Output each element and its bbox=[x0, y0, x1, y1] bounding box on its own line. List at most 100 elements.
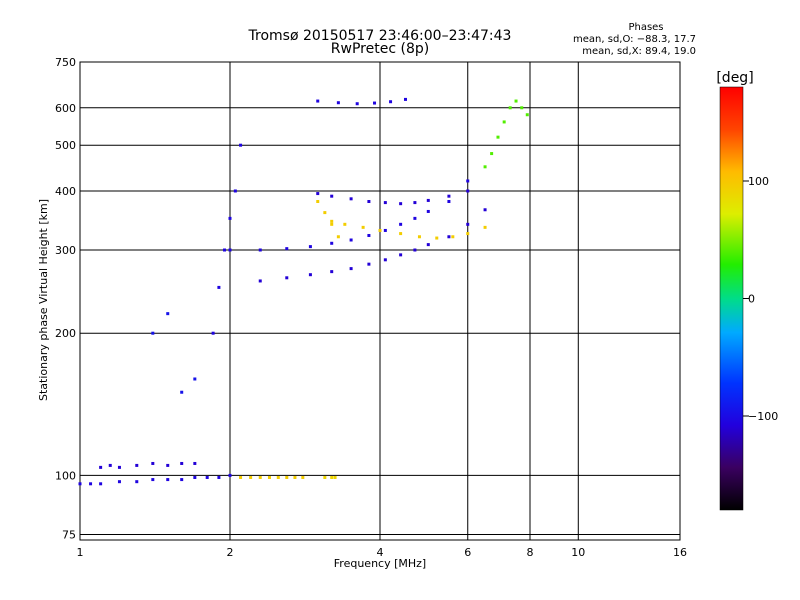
data-points bbox=[78, 97, 529, 486]
data-point bbox=[483, 225, 487, 229]
y-tick-label: 100 bbox=[55, 469, 76, 482]
data-point bbox=[330, 241, 334, 245]
data-point bbox=[285, 247, 289, 251]
data-point bbox=[228, 216, 232, 220]
data-point bbox=[108, 463, 112, 467]
data-point bbox=[293, 475, 297, 479]
x-tick-label: 1 bbox=[77, 546, 84, 559]
data-point bbox=[447, 200, 451, 204]
data-point bbox=[466, 189, 470, 193]
data-point bbox=[89, 482, 93, 486]
data-point bbox=[466, 179, 470, 183]
data-point bbox=[166, 478, 170, 482]
data-point bbox=[451, 235, 455, 239]
data-point bbox=[426, 243, 430, 247]
data-point bbox=[367, 262, 371, 266]
data-point bbox=[205, 475, 209, 479]
phases-o: mean, sd,O: −88.3, 17.7 bbox=[573, 34, 696, 45]
data-point bbox=[447, 194, 451, 198]
data-point bbox=[378, 228, 382, 232]
data-point bbox=[403, 97, 407, 101]
data-point bbox=[267, 475, 271, 479]
data-point bbox=[316, 200, 320, 204]
data-point bbox=[466, 232, 470, 236]
data-point bbox=[330, 222, 334, 226]
data-point bbox=[413, 216, 417, 220]
data-point bbox=[349, 267, 353, 271]
data-point bbox=[323, 475, 327, 479]
phases-title: Phases bbox=[628, 22, 663, 33]
y-tick-label: 500 bbox=[55, 139, 76, 152]
data-point bbox=[233, 189, 237, 193]
phases-x: mean, sd,X: 89.4, 19.0 bbox=[582, 46, 696, 57]
x-tick-label: 4 bbox=[377, 546, 384, 559]
data-point bbox=[211, 331, 215, 335]
data-point bbox=[135, 480, 139, 484]
data-point bbox=[399, 202, 403, 206]
x-tick-label: 6 bbox=[464, 546, 471, 559]
data-point bbox=[249, 475, 253, 479]
data-point bbox=[435, 236, 439, 240]
data-point bbox=[525, 113, 529, 117]
data-point bbox=[417, 235, 421, 239]
data-point bbox=[413, 201, 417, 205]
data-point bbox=[367, 233, 371, 237]
data-point bbox=[239, 475, 243, 479]
data-point bbox=[373, 101, 377, 105]
colorbar-tick-label: 100 bbox=[748, 175, 769, 188]
data-point bbox=[399, 253, 403, 257]
chart-title-line2: RwPretec (8p) bbox=[331, 41, 429, 57]
data-point bbox=[166, 463, 170, 467]
data-point bbox=[383, 201, 387, 205]
data-point bbox=[217, 285, 221, 289]
data-point bbox=[217, 475, 221, 479]
data-point bbox=[483, 208, 487, 212]
y-axis-label: Stationary phase Virtual Height [km] bbox=[37, 199, 50, 401]
data-point bbox=[496, 135, 500, 139]
data-point bbox=[413, 248, 417, 252]
data-point bbox=[135, 463, 139, 467]
data-point bbox=[166, 312, 170, 316]
data-point bbox=[447, 235, 451, 239]
data-point bbox=[330, 270, 334, 274]
data-point bbox=[301, 475, 305, 479]
colorbar-label: [deg] bbox=[716, 70, 753, 86]
data-point bbox=[361, 225, 365, 229]
y-tick-label: 200 bbox=[55, 327, 76, 340]
data-point bbox=[193, 475, 197, 479]
tick-labels: 1 2 4 6 8 10 16 75 100 200 300 400 500 600 750 bbox=[55, 56, 687, 559]
data-point bbox=[99, 465, 103, 469]
data-point bbox=[399, 232, 403, 236]
colorbar-tick-label: −100 bbox=[748, 410, 778, 423]
data-point bbox=[349, 238, 353, 242]
data-point bbox=[330, 219, 334, 223]
data-point bbox=[180, 478, 184, 482]
data-point bbox=[343, 222, 347, 226]
data-point bbox=[151, 478, 155, 482]
data-point bbox=[78, 482, 82, 486]
x-tick-label: 2 bbox=[227, 546, 234, 559]
data-point bbox=[228, 473, 232, 477]
data-point bbox=[426, 198, 430, 202]
data-point bbox=[466, 222, 470, 226]
data-point bbox=[367, 200, 371, 204]
y-tick-label: 75 bbox=[62, 528, 76, 541]
data-point bbox=[151, 331, 155, 335]
x-tick-label: 10 bbox=[571, 546, 585, 559]
y-tick-label: 600 bbox=[55, 102, 76, 115]
data-point bbox=[323, 211, 327, 215]
y-tick-label: 300 bbox=[55, 244, 76, 257]
grid bbox=[80, 62, 680, 540]
data-point bbox=[383, 258, 387, 262]
data-point bbox=[333, 475, 337, 479]
data-point bbox=[285, 276, 289, 280]
data-point bbox=[285, 475, 289, 479]
data-point bbox=[258, 475, 262, 479]
data-point bbox=[117, 465, 121, 469]
data-point bbox=[316, 99, 320, 103]
x-axis-label: Frequency [MHz] bbox=[334, 557, 426, 570]
data-point bbox=[502, 120, 506, 124]
data-point bbox=[180, 461, 184, 465]
data-point bbox=[308, 273, 312, 277]
